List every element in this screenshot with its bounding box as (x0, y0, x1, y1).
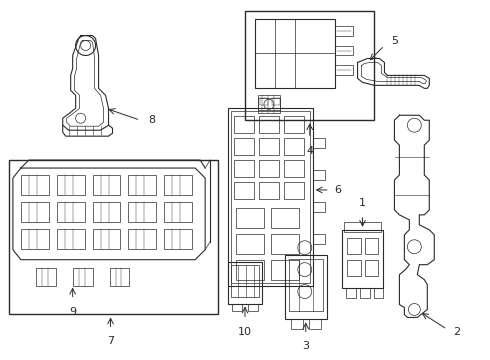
Bar (236, 260, 264, 280)
Bar (346, 260, 361, 276)
Bar (234, 116, 254, 133)
Bar (248, 303, 258, 311)
Bar (346, 238, 361, 254)
Bar (57, 175, 85, 195)
Bar (313, 202, 325, 212)
Bar (373, 288, 384, 298)
Text: 5: 5 (392, 36, 398, 46)
Bar (259, 116, 279, 133)
Bar (284, 160, 304, 177)
Bar (93, 229, 121, 249)
Bar (128, 202, 156, 222)
Text: 8: 8 (148, 115, 155, 125)
Bar (272, 98, 280, 105)
Bar (271, 260, 299, 280)
Bar (73, 268, 93, 285)
Text: 10: 10 (238, 328, 252, 337)
Bar (335, 45, 353, 55)
Bar (345, 288, 356, 298)
Bar (234, 182, 254, 199)
Bar (342, 230, 384, 288)
Bar (291, 319, 303, 329)
Bar (228, 262, 262, 303)
Bar (260, 98, 268, 105)
Bar (21, 175, 49, 195)
Bar (234, 160, 254, 177)
Bar (360, 288, 369, 298)
Text: 2: 2 (453, 327, 460, 337)
Text: 9: 9 (69, 306, 76, 316)
Bar (343, 222, 382, 232)
Bar (259, 160, 279, 177)
Bar (164, 229, 192, 249)
Bar (245, 11, 374, 120)
Bar (110, 268, 129, 285)
Bar (228, 108, 313, 285)
Bar (21, 202, 49, 222)
Bar (21, 229, 49, 249)
Bar (335, 66, 353, 75)
Bar (365, 260, 378, 276)
Bar (285, 255, 327, 319)
Bar (284, 138, 304, 155)
Bar (93, 202, 121, 222)
Bar (231, 265, 259, 297)
Bar (259, 182, 279, 199)
Bar (365, 238, 378, 254)
Bar (309, 319, 321, 329)
Bar (234, 138, 254, 155)
Bar (128, 229, 156, 249)
Bar (36, 268, 56, 285)
Bar (313, 234, 325, 244)
Bar (313, 170, 325, 180)
Bar (258, 95, 280, 113)
Text: 4: 4 (306, 146, 313, 156)
Bar (289, 259, 323, 311)
Text: 6: 6 (335, 185, 342, 195)
Text: 3: 3 (302, 341, 309, 351)
Bar (259, 138, 279, 155)
Bar (236, 234, 264, 254)
Bar (164, 175, 192, 195)
Bar (271, 208, 299, 228)
Bar (57, 202, 85, 222)
Bar (57, 229, 85, 249)
Bar (255, 19, 335, 88)
Bar (284, 116, 304, 133)
Bar (236, 208, 264, 228)
Bar (128, 175, 156, 195)
Bar (258, 98, 280, 110)
Bar (231, 111, 310, 283)
Bar (271, 234, 299, 254)
Text: 1: 1 (359, 198, 366, 208)
Bar (93, 175, 121, 195)
Bar (335, 26, 353, 36)
Bar (313, 138, 325, 148)
Bar (232, 303, 242, 311)
Text: 7: 7 (107, 336, 114, 346)
Bar (164, 202, 192, 222)
Bar (9, 160, 218, 315)
Bar (284, 182, 304, 199)
